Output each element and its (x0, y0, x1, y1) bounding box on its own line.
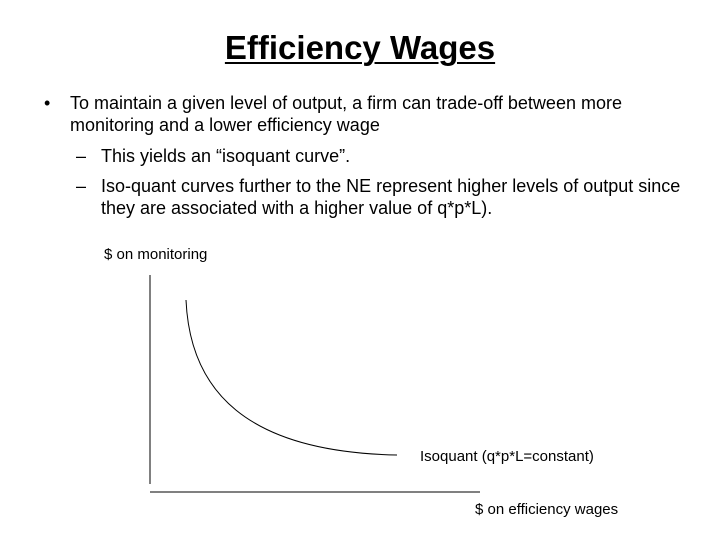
bullet-marker: • (44, 93, 51, 113)
bullet-main: To maintain a given level of output, a f… (70, 93, 622, 135)
sub-bullet-marker: – (76, 176, 87, 196)
isoquant-curve (185, 299, 398, 456)
y-axis-label: $ on monitoring (104, 246, 208, 263)
sub-bullet-marker: – (76, 146, 87, 166)
x-axis-label: $ on efficiency wages (475, 501, 619, 518)
slide-title: Efficiency Wages (224, 29, 496, 66)
isoquant-curve-label: Isoquant (q*p*L=constant) (420, 448, 594, 465)
sub-bullet-isoquant: This yields an “isoquant curve”. (101, 146, 351, 166)
sub-bullet-ne-curves: Iso-quant curves further to the NE repre… (101, 176, 681, 218)
